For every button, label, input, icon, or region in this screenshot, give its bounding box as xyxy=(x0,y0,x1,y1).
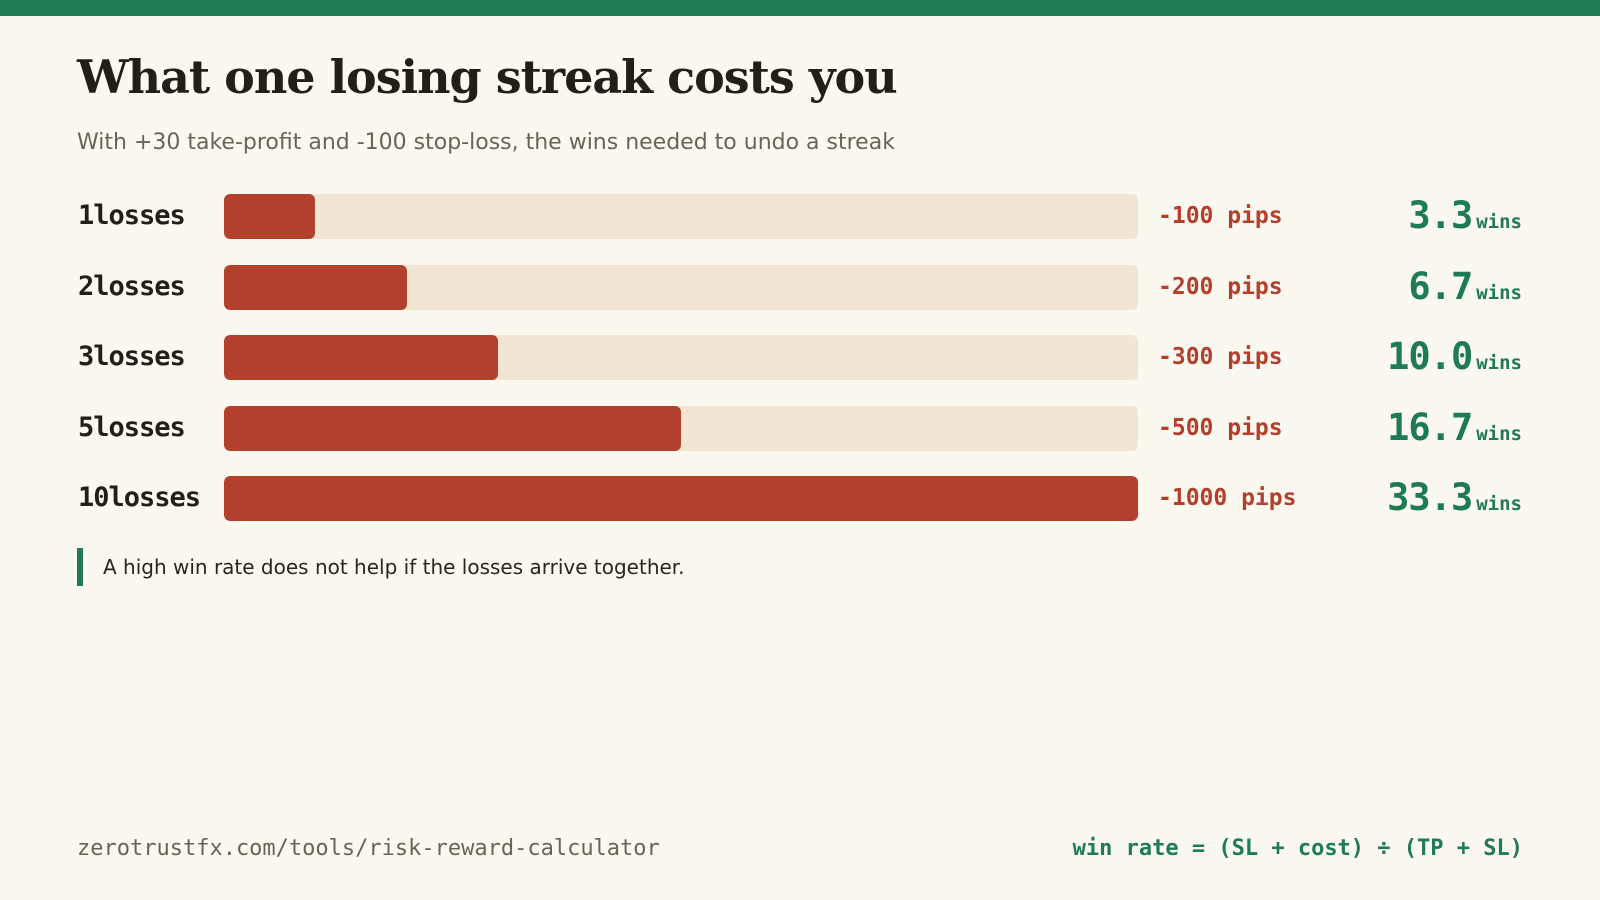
wins-needed: 33.3 wins xyxy=(1387,475,1522,528)
wins-unit-label: wins xyxy=(1476,352,1522,374)
bar-track xyxy=(224,264,1138,310)
category-label: 3losses xyxy=(78,341,186,372)
loss-bar xyxy=(224,405,681,451)
footer-formula: win rate = (SL + cost) ÷ (TP + SL) xyxy=(1072,836,1523,861)
wins-needed: 3.3 wins xyxy=(1408,193,1522,246)
chart-row: 10losses -1000 pips 33.3 wins xyxy=(0,475,1600,521)
chart-row: 3losses -300 pips 10.0 wins xyxy=(0,334,1600,380)
pips-value-label: -1000 pips xyxy=(1158,485,1297,511)
pips-value-label: -100 pips xyxy=(1158,203,1283,229)
chart-row: 1losses -100 pips 3.3 wins xyxy=(0,193,1600,239)
loss-bar xyxy=(224,476,1138,521)
wins-needed-value: 3.3 xyxy=(1408,194,1473,237)
chart-row: 2losses -200 pips 6.7 wins xyxy=(0,264,1600,310)
wins-needed: 10.0 wins xyxy=(1387,334,1522,387)
bar-track xyxy=(224,194,1138,239)
page-title: What one losing streak costs you xyxy=(77,50,898,104)
wins-needed-value: 10.0 xyxy=(1387,335,1473,378)
bar-track xyxy=(224,405,1138,451)
wins-unit-label: wins xyxy=(1476,422,1522,445)
pips-value-label: -200 pips xyxy=(1158,273,1283,300)
callout-note: A high win rate does not help if the los… xyxy=(77,548,685,586)
footer-url: zerotrustfx.com/tools/risk-reward-calcul… xyxy=(77,836,660,861)
bar-track xyxy=(224,335,1138,380)
wins-needed: 6.7 wins xyxy=(1408,264,1522,317)
wins-unit-label: wins xyxy=(1476,493,1522,515)
category-label: 10losses xyxy=(78,482,201,513)
page-subtitle: With +30 take-profit and -100 stop-loss,… xyxy=(77,130,895,155)
wins-needed-value: 16.7 xyxy=(1387,405,1473,449)
chart-row: 5losses -500 pips 16.7 wins xyxy=(0,405,1600,451)
category-label: 5losses xyxy=(78,411,186,443)
pips-value-label: -300 pips xyxy=(1158,344,1283,370)
bar-track xyxy=(224,476,1138,521)
loss-bar xyxy=(224,264,407,310)
top-accent-bar xyxy=(0,0,1600,16)
wins-unit-label: wins xyxy=(1476,211,1522,233)
wins-needed-value: 33.3 xyxy=(1387,476,1473,519)
pips-value-label: -500 pips xyxy=(1158,414,1283,441)
loss-bar xyxy=(224,335,499,380)
wins-needed: 16.7 wins xyxy=(1387,405,1522,458)
category-label: 2losses xyxy=(78,270,186,302)
wins-needed-value: 6.7 xyxy=(1408,264,1473,308)
wins-unit-label: wins xyxy=(1476,281,1522,304)
loss-bar xyxy=(224,194,316,239)
category-label: 1losses xyxy=(78,200,186,231)
